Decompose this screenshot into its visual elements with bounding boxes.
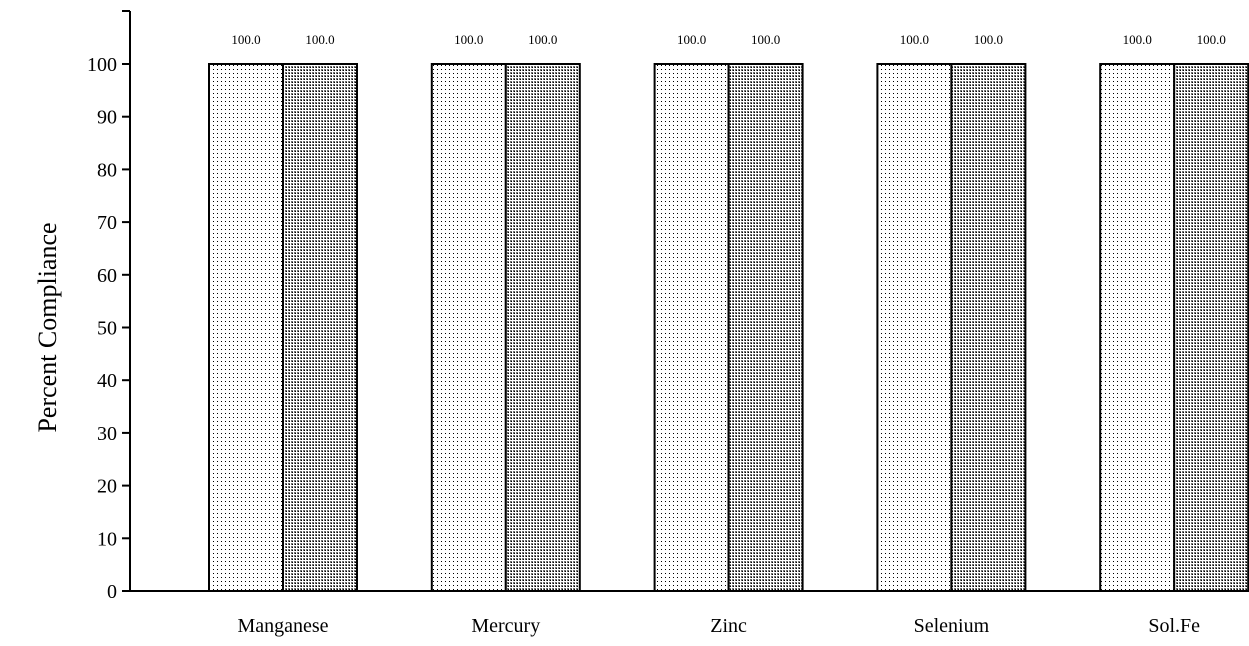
y-tick-label: 40 xyxy=(97,370,117,392)
x-tick-label: Sol.Fe xyxy=(1148,615,1200,637)
x-tick-label: Selenium xyxy=(914,615,990,637)
data-label: 100.0 xyxy=(677,32,706,47)
y-tick-label: 10 xyxy=(97,528,117,550)
y-tick-label: 50 xyxy=(97,318,117,340)
y-tick-label: 100 xyxy=(87,54,117,76)
x-tick-labels: Manganese Mercury Zinc Selenium Sol.Fe xyxy=(237,615,1200,637)
y-axis-title: Percent Compliance xyxy=(33,222,62,432)
y-tick-label: 30 xyxy=(97,423,117,445)
y-tick-label: 0 xyxy=(107,581,117,603)
data-labels: 100.0 100.0 100.0 100.0 100.0 100.0 100.0 100.0… xyxy=(231,32,1225,47)
bar-mercury-series-2 xyxy=(504,63,581,592)
data-label: 100.0 xyxy=(751,32,780,47)
data-label: 100.0 xyxy=(528,32,557,47)
y-tick-label: 70 xyxy=(97,212,117,234)
y-tick-label: 20 xyxy=(97,476,117,498)
data-label: 100.0 xyxy=(974,32,1003,47)
data-label: 100.0 xyxy=(305,32,334,47)
bar-manganese-series-1 xyxy=(208,63,284,592)
x-tick-label: Manganese xyxy=(237,615,328,637)
bar-manganese-series-2 xyxy=(282,63,358,592)
bar-sol-fe-series-2 xyxy=(1173,63,1249,592)
data-label: 100.0 xyxy=(454,32,483,47)
bar-zinc-series-2 xyxy=(727,63,804,592)
bar-zinc-series-1 xyxy=(653,63,730,592)
y-tick-label: 80 xyxy=(97,159,117,181)
y-axis xyxy=(129,11,1249,592)
data-label: 100.0 xyxy=(1123,32,1152,47)
y-tick-label: 90 xyxy=(97,107,117,129)
data-label: 100.0 xyxy=(231,32,260,47)
x-tick-label: Zinc xyxy=(710,615,747,637)
bar-sol-fe-series-1 xyxy=(1099,63,1176,592)
bar-mercury-series-1 xyxy=(430,63,507,592)
data-label: 100.0 xyxy=(900,32,929,47)
y-tick-label: 60 xyxy=(97,265,117,287)
y-ticks: 0 10 20 30 40 50 60 70 80 90 100 xyxy=(87,10,130,603)
bar-selenium-series-1 xyxy=(876,63,953,592)
bars-layer xyxy=(208,63,1249,592)
data-label: 100.0 xyxy=(1197,32,1226,47)
x-tick-label: Mercury xyxy=(471,615,540,637)
bar-selenium-series-2 xyxy=(950,63,1027,592)
